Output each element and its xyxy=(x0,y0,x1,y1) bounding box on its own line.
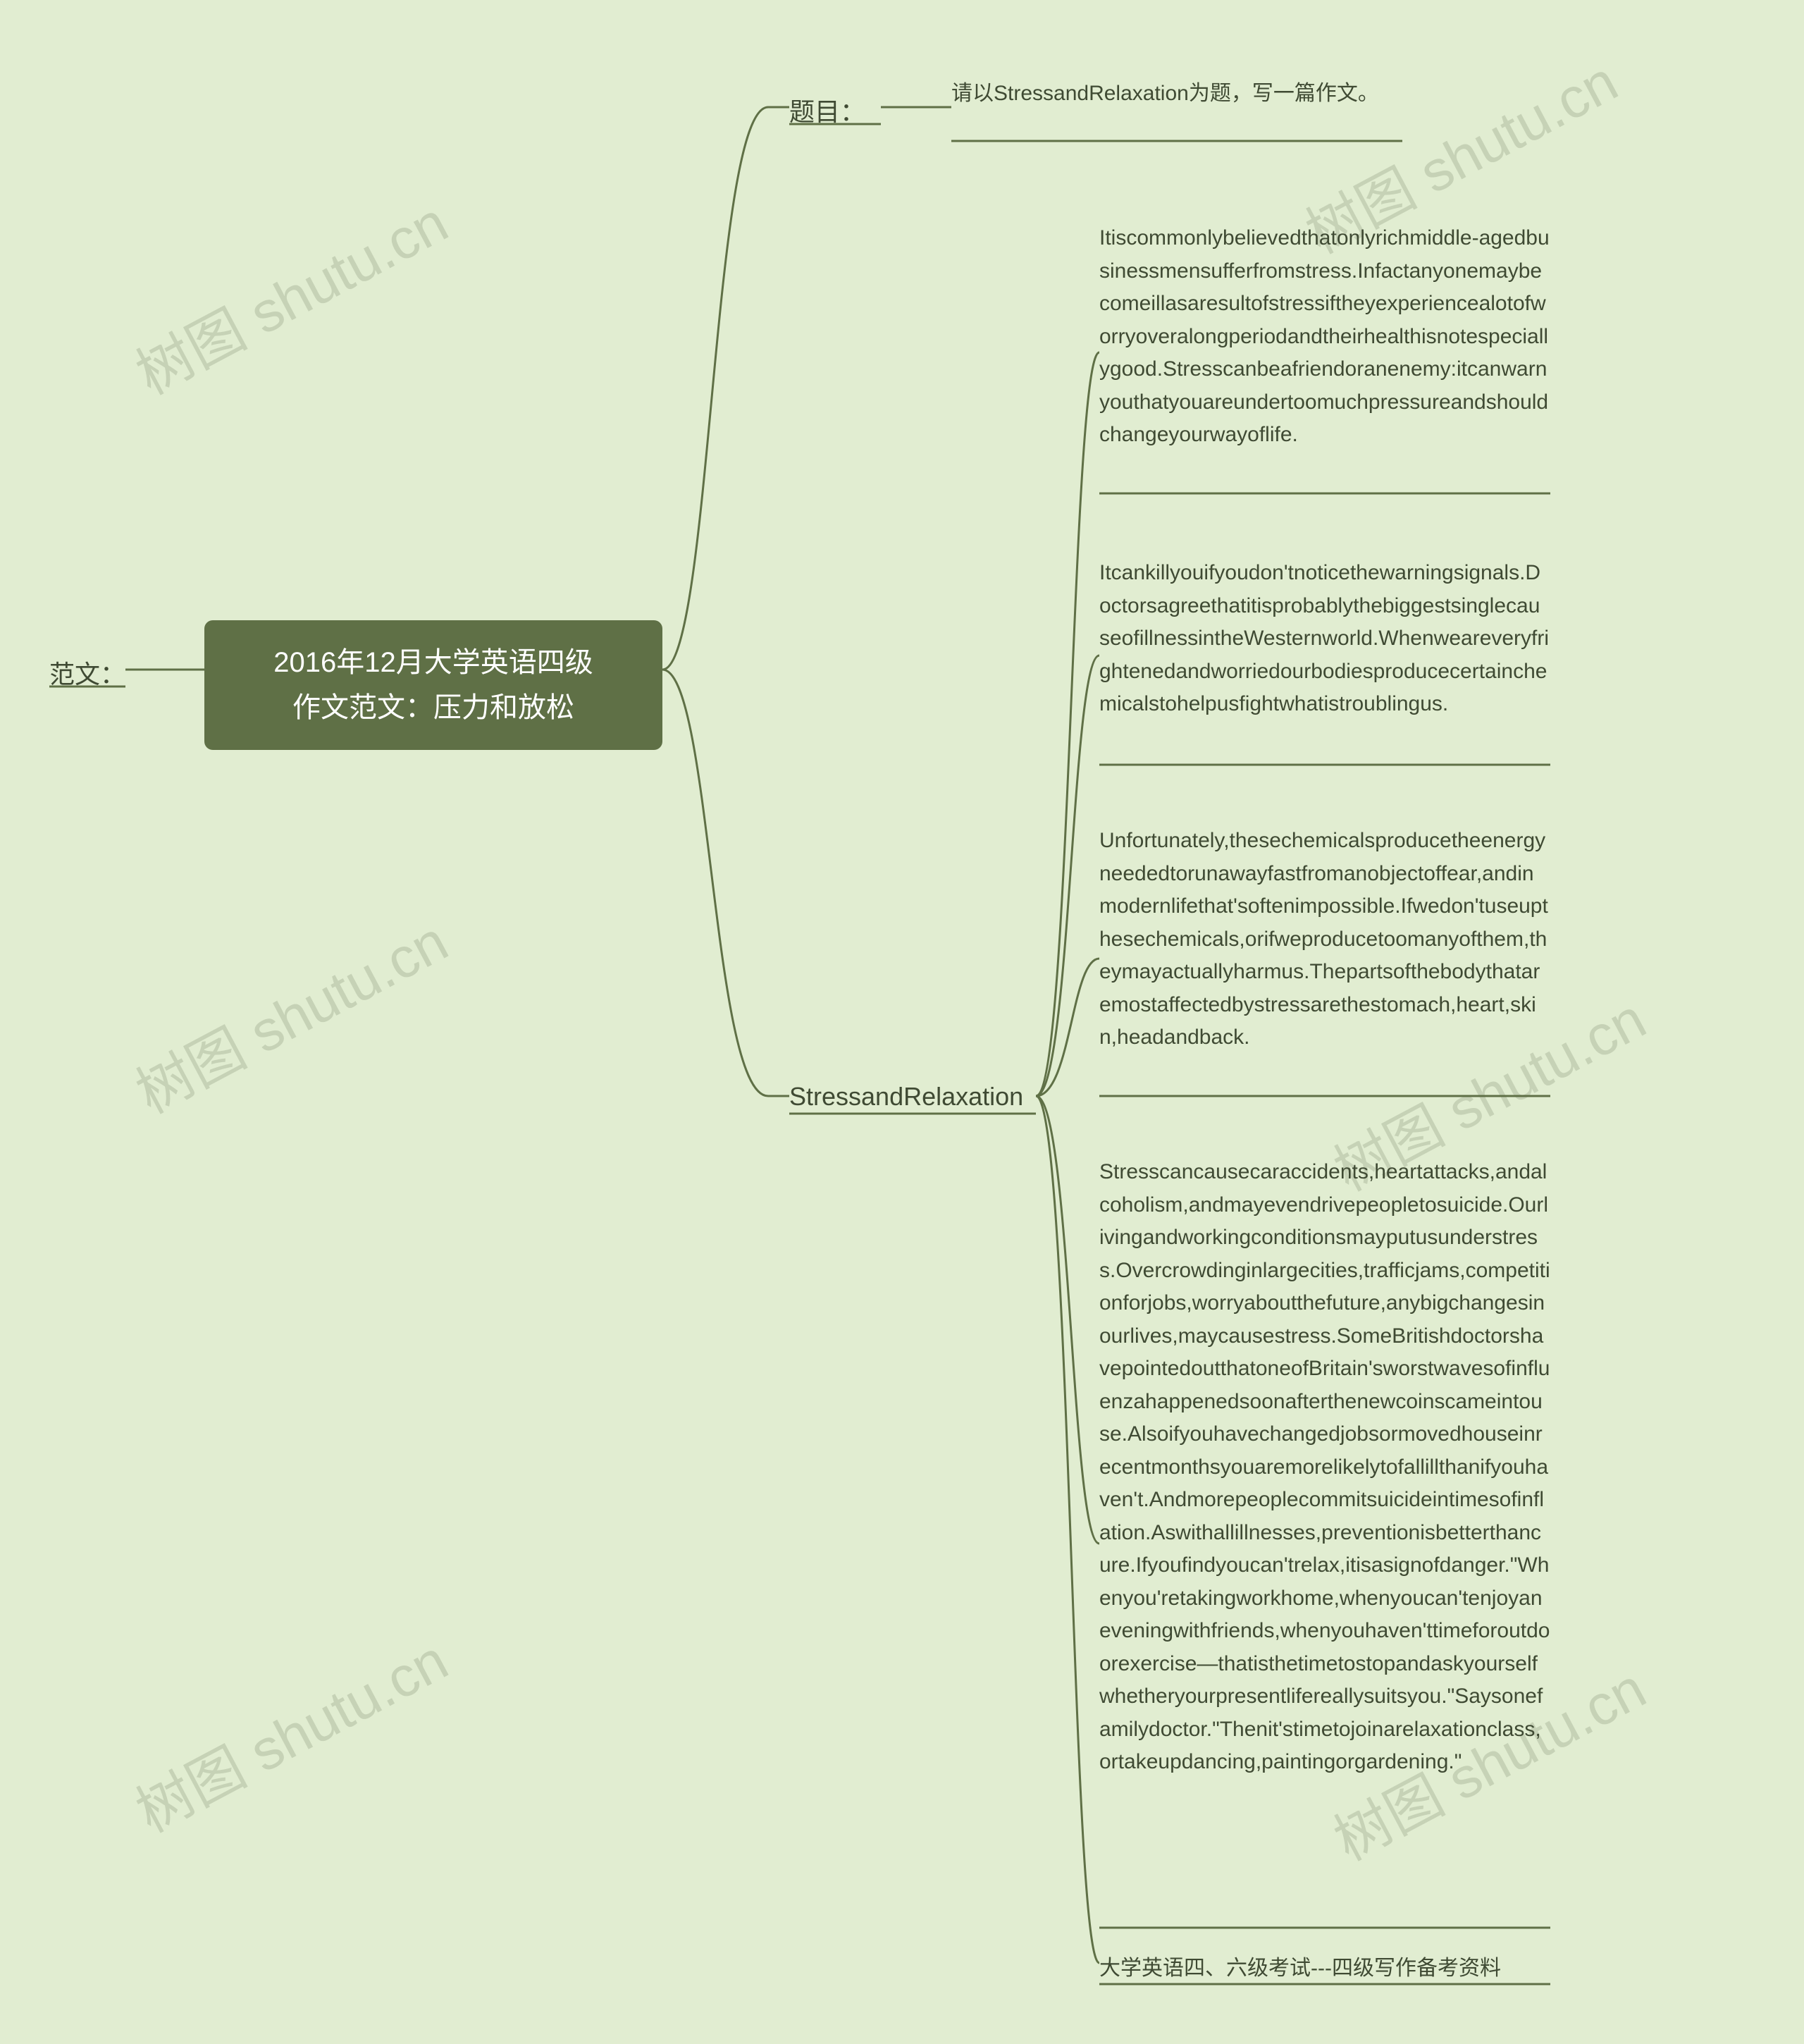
root-line2: 作文范文：压力和放松 xyxy=(292,692,574,723)
branch-topic[interactable]: 题目： xyxy=(789,92,865,128)
watermark: 树图 shutu.cn xyxy=(120,178,459,410)
watermark: 树图 shutu.cn xyxy=(120,897,459,1129)
leaf-para-4: Stresscancausecaraccidents,heartattacks,… xyxy=(1099,1156,1550,1779)
branch-essay[interactable]: StressandRelaxation xyxy=(789,1082,1023,1112)
leaf-topic-prompt: 请以StressandRelaxation为题，写一篇作文。 xyxy=(951,78,1402,111)
root-node[interactable]: 2016年12月大学英语四级 作文范文：压力和放松 xyxy=(204,620,662,750)
leaf-para-3: Unfortunately,thesechemicalsproducetheen… xyxy=(1099,825,1550,1054)
root-line1: 2016年12月大学英语四级 xyxy=(273,647,593,678)
mindmap-canvas: 树图 shutu.cn 树图 shutu.cn 树图 shutu.cn 树图 s… xyxy=(0,0,1804,2044)
leaf-para-1: Itiscommonlybelievedthatonlyrichmiddle-a… xyxy=(1099,222,1550,452)
side-left-label: 范文： xyxy=(49,654,125,691)
leaf-para-2: Itcankillyouifyoudon'tnoticethewarningsi… xyxy=(1099,557,1550,721)
watermark: 树图 shutu.cn xyxy=(120,1615,459,1848)
leaf-footer-note: 大学英语四、六级考试---四级写作备考资料 xyxy=(1099,1952,1550,1985)
